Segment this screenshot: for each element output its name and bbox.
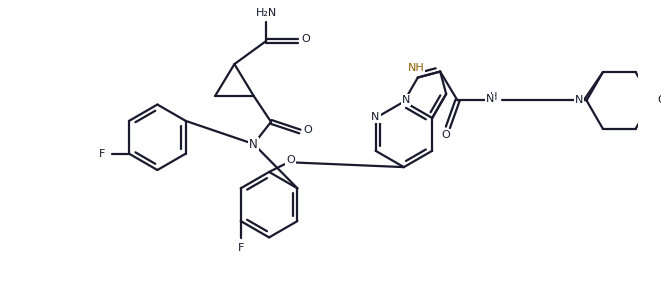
Text: N: N [371,112,379,122]
Text: O: O [301,34,310,44]
Text: H₂N: H₂N [256,8,277,18]
Text: F: F [99,149,105,159]
Text: N: N [249,138,258,151]
Text: N: N [574,95,583,105]
Text: F: F [237,243,244,253]
Text: N: N [486,95,494,105]
Text: H: H [490,92,498,102]
Text: N: N [402,95,410,105]
Text: O: O [303,125,312,135]
Text: NH: NH [408,63,424,73]
Text: O: O [657,95,661,105]
Text: O: O [442,130,450,140]
Text: O: O [286,155,295,165]
